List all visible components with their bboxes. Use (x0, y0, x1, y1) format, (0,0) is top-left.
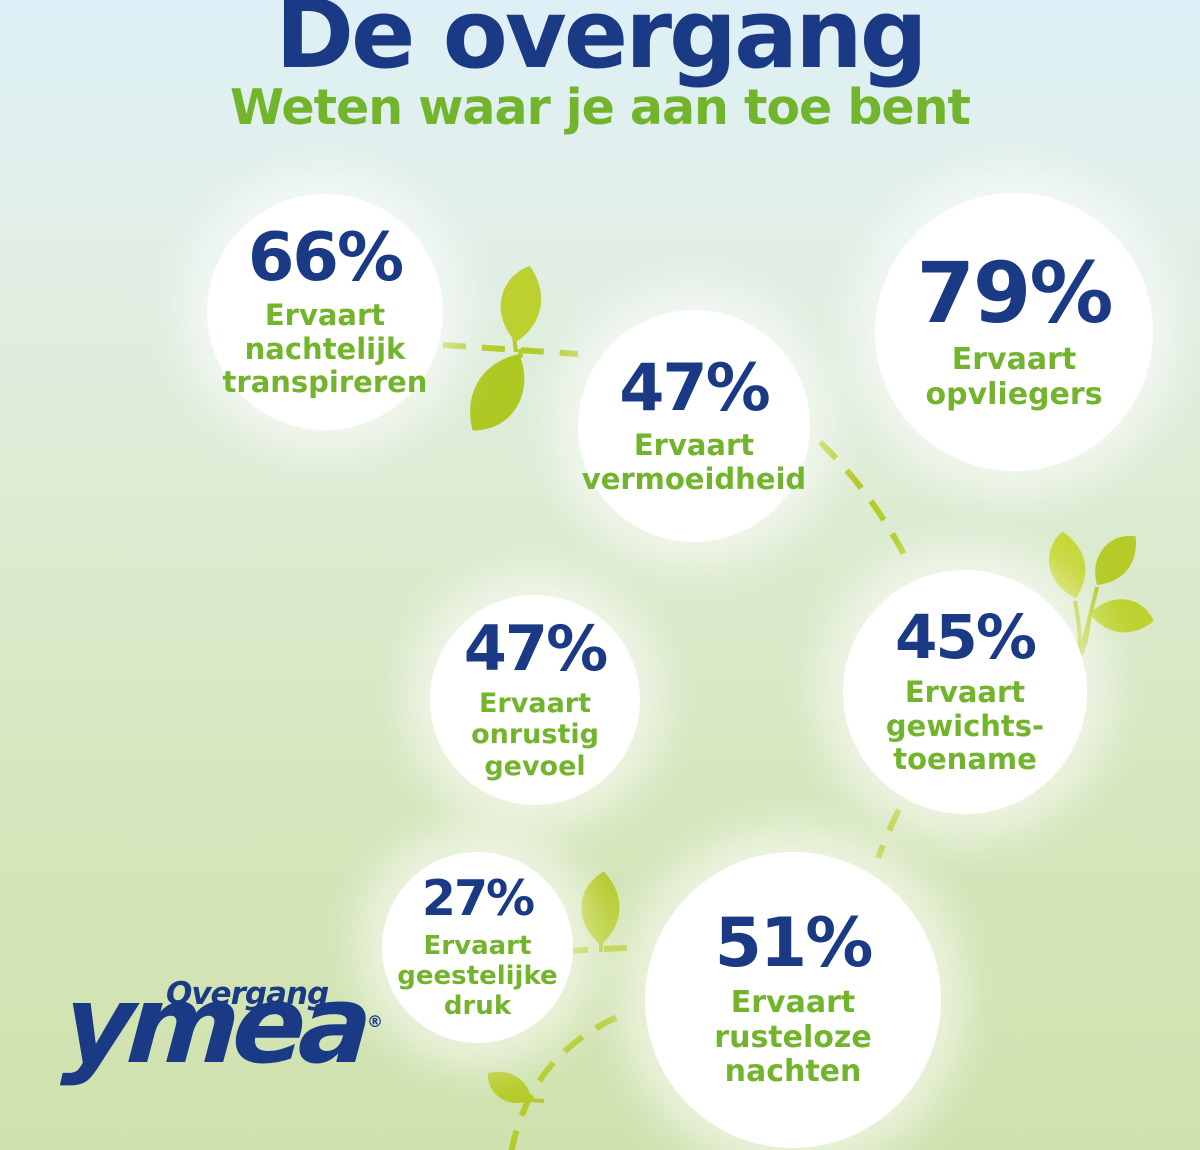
stat-label: Ervaart nachtelijk transpireren (222, 298, 428, 400)
stat-bubble-opvliegers: 79% Ervaart opvliegers (875, 193, 1153, 471)
leaf-icon (1090, 599, 1154, 633)
stat-value: 45% (894, 602, 1037, 674)
stat-bubble-rusteloze-nachten: 51% Ervaart rusteloze nachten (645, 852, 941, 1148)
leaf-icon (500, 266, 542, 342)
header: De overgang Weten waar je aan toe bent (0, 0, 1200, 136)
stat-label: Ervaart onrustig gevoel (471, 688, 599, 782)
leaf-icon (1095, 535, 1136, 585)
connector-27-51 (564, 944, 644, 954)
stat-label: Ervaart opvliegers (925, 342, 1103, 412)
leaf-icon (470, 266, 1154, 1104)
ymea-logo-tagline: Overgang (166, 976, 329, 1012)
stat-label: Ervaart rusteloze nachten (714, 984, 872, 1090)
connector-47-45 (817, 439, 911, 564)
connector-bottom-51 (508, 1011, 626, 1150)
stat-value: 66% (247, 218, 404, 297)
stat-bubble-geestelijke-druk: 27% Ervaart geestelijke druk (382, 852, 573, 1043)
leaf-icon (1049, 531, 1086, 598)
stat-value: 47% (463, 612, 608, 686)
stat-bubble-nachtelijk-transpireren: 66% Ervaart nachtelijk transpireren (207, 194, 443, 430)
stat-bubble-onrustig-gevoel: 47% Ervaart onrustig gevoel (430, 595, 640, 805)
stat-value: 27% (421, 869, 535, 927)
stat-bubble-vermoeidheid: 47% Ervaart vermoeidheid (578, 310, 810, 542)
stat-bubble-gewichtstoename: 45% Ervaart gewichts- toename (843, 570, 1087, 814)
stat-value: 47% (619, 350, 771, 426)
stat-label: Ervaart gewichts- toename (885, 675, 1045, 777)
page-subtitle: Weten waar je aan toe bent (230, 78, 971, 136)
ymea-logo: ymea Overgang ® (60, 963, 404, 1116)
leaf-icon (581, 871, 620, 945)
leaf-icon (470, 354, 525, 431)
page-title: De overgang (275, 0, 928, 90)
stat-value: 51% (714, 903, 874, 983)
leaf-icon (487, 1071, 532, 1104)
connector-66-47 (442, 342, 579, 357)
stat-label: Ervaart geestelijke druk (397, 930, 558, 1022)
stat-value: 79% (916, 244, 1113, 343)
stat-label: Ervaart vermoeidheid (581, 427, 807, 496)
registered-trademark-icon: ® (367, 1012, 383, 1031)
